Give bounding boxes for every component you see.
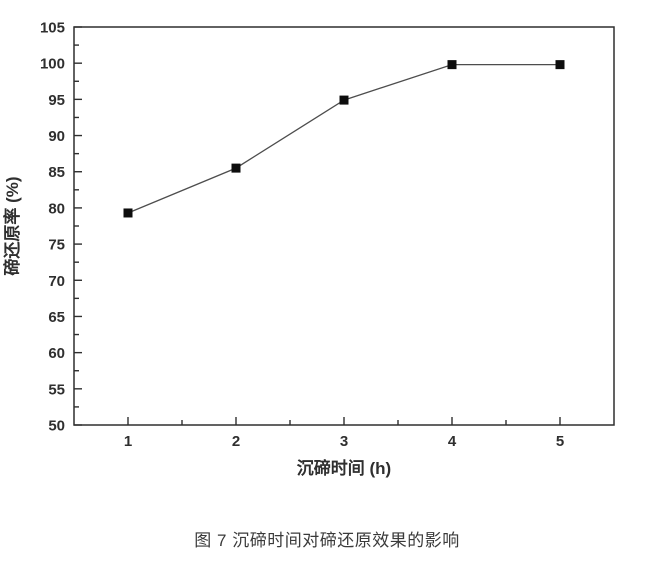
axis-tick-labels: 50 55 60 65 70 75 80 85 90 95 100 105 1 2 3 4 5: [40, 20, 564, 451]
data-point-marker: [555, 60, 565, 70]
y-tick-label: 100: [40, 56, 65, 73]
data-point-marker: [339, 95, 349, 105]
y-axis-title: 碲还原率 (%): [2, 176, 22, 275]
plot-frame: [73, 26, 615, 426]
y-tick-label: 70: [48, 273, 65, 290]
data-point-marker: [123, 208, 133, 218]
y-tick-label: 95: [48, 92, 65, 109]
x-tick-label: 1: [124, 433, 132, 450]
x-tick-label: 2: [232, 433, 240, 450]
y-tick-label: 60: [48, 345, 65, 362]
x-tick-label: 4: [448, 433, 457, 450]
data-point-marker: [231, 163, 241, 173]
line-chart: 50 55 60 65 70 75 80 85 90 95 100 105 1 2 3 4 5 沉碲时间 (h)…: [2, 20, 615, 478]
plot-border: [73, 26, 615, 426]
data-series: [123, 60, 565, 218]
y-tick-label: 75: [48, 237, 65, 254]
y-tick-label: 80: [48, 200, 65, 217]
axis-ticks: [74, 26, 561, 426]
y-tick-label: 55: [48, 381, 65, 398]
y-tick-label: 85: [48, 164, 65, 181]
data-line: [127, 63, 560, 214]
y-tick-label: 90: [48, 128, 65, 145]
x-tick-label: 3: [340, 433, 348, 450]
x-axis-title: 沉碲时间 (h): [297, 458, 391, 478]
x-tick-label: 5: [556, 433, 564, 450]
y-tick-label: 50: [48, 418, 65, 435]
y-tick-label: 105: [40, 20, 65, 37]
data-point-marker: [447, 60, 457, 70]
figure-caption: 图 7 沉碲时间对碲还原效果的影响: [194, 531, 460, 550]
y-tick-label: 65: [48, 309, 65, 326]
